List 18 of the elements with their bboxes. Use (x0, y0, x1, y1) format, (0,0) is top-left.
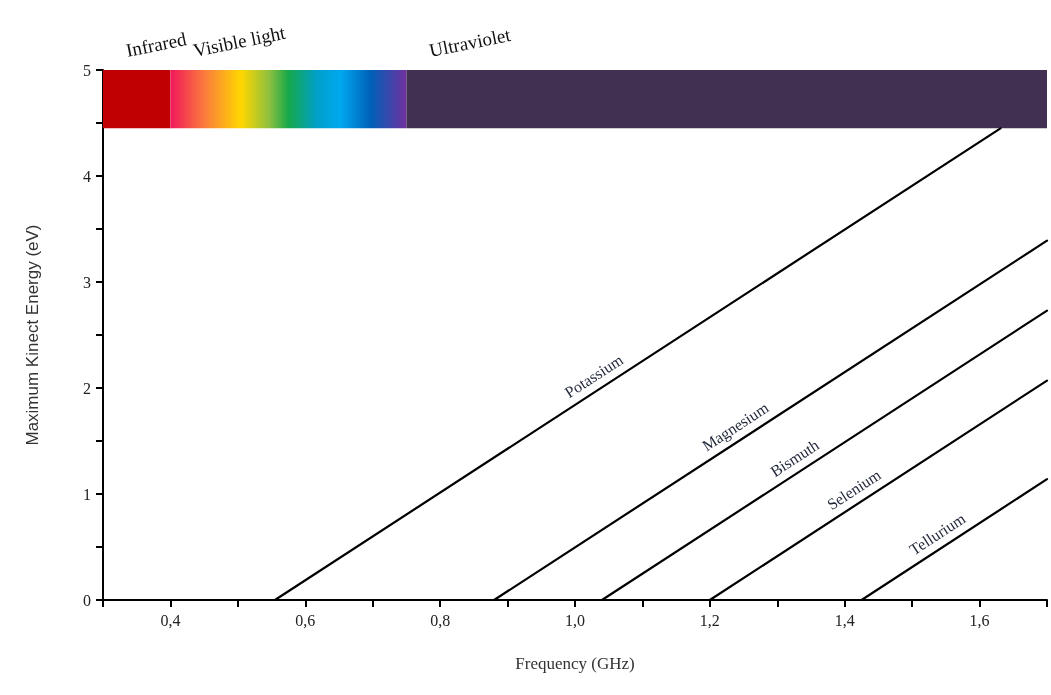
x-axis-title: Frequency (GHz) (515, 654, 635, 673)
y-tick-label: 3 (83, 273, 91, 291)
y-tick-label: 5 (83, 61, 91, 79)
band-label: Visible light (191, 21, 288, 61)
x-tick-label: 0,6 (295, 611, 316, 629)
band-label: Infrared (124, 28, 189, 61)
y-axis-title: Maximum Kinect Energy (eV) (23, 224, 42, 446)
y-tick-label: 4 (83, 167, 91, 185)
x-tick-label: 1,2 (699, 611, 720, 629)
y-tick-label: 1 (83, 485, 91, 503)
y-tick-label: 2 (83, 379, 91, 397)
band-label: Ultraviolet (427, 23, 513, 61)
x-tick-label: 0,8 (430, 611, 451, 629)
x-tick-label: 1,4 (834, 611, 855, 629)
x-tick-label: 1,0 (565, 611, 585, 629)
y-tick-label: 0 (83, 591, 91, 609)
x-tick-label: 1,6 (969, 611, 990, 629)
x-tick-label: 0,4 (160, 611, 181, 629)
